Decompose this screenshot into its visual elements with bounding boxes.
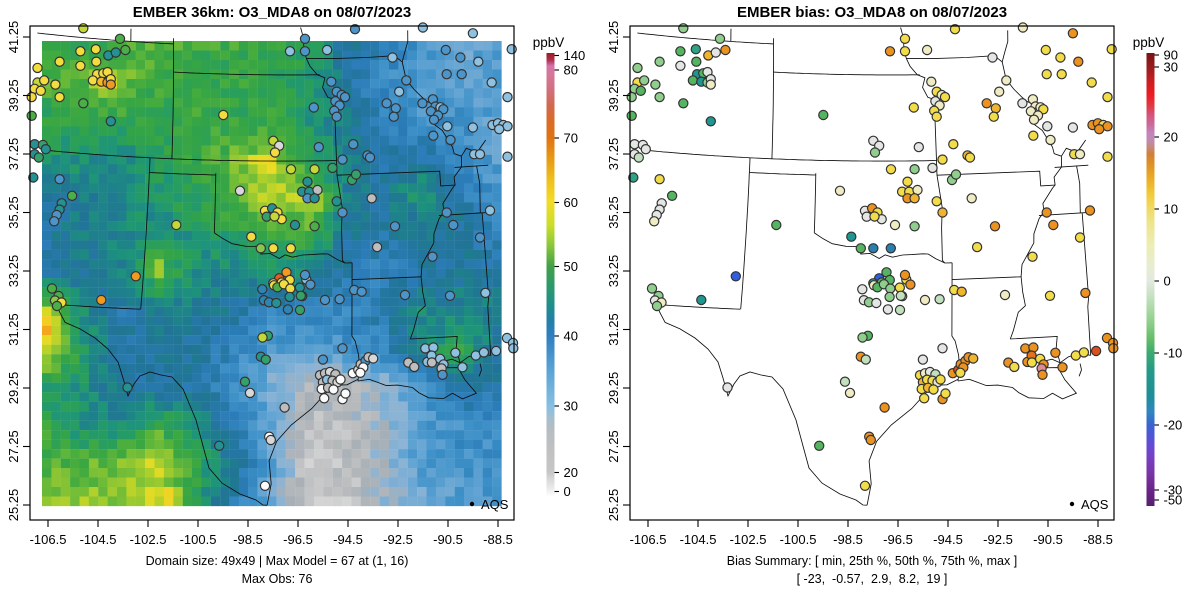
- svg-text:Max Obs: 76: Max Obs: 76: [242, 572, 313, 586]
- svg-text:-30: -30: [1164, 483, 1183, 498]
- svg-text:33.25: 33.25: [606, 255, 621, 288]
- svg-text:10: 10: [1164, 202, 1178, 217]
- svg-text:27.25: 27.25: [6, 430, 21, 463]
- svg-text:-96.5: -96.5: [283, 532, 313, 547]
- svg-text:60: 60: [564, 195, 578, 210]
- svg-text:Domain size: 49x49 | Max Model: Domain size: 49x49 | Max Model = 67 at (…: [146, 554, 409, 568]
- svg-text:-94.5: -94.5: [333, 532, 363, 547]
- svg-text:0: 0: [1164, 274, 1171, 289]
- svg-text:-20: -20: [1164, 418, 1183, 433]
- svg-text:35.25: 35.25: [606, 196, 621, 229]
- svg-text:-100.5: -100.5: [780, 532, 817, 547]
- svg-text:-96.5: -96.5: [883, 532, 913, 547]
- svg-text:EMBER bias: O3_MDA8 on 08/07/2: EMBER bias: O3_MDA8 on 08/07/2023: [737, 4, 1007, 21]
- svg-text:41.25: 41.25: [606, 21, 621, 54]
- svg-text:70: 70: [564, 131, 578, 146]
- svg-text:AQS: AQS: [1081, 497, 1109, 512]
- svg-text:-92.5: -92.5: [983, 532, 1013, 547]
- svg-text:-10: -10: [1164, 346, 1183, 361]
- svg-text:-104.5: -104.5: [680, 532, 717, 547]
- svg-text:41.25: 41.25: [6, 21, 21, 54]
- svg-text:140: 140: [564, 48, 586, 63]
- svg-text:EMBER 36km: O3_MDA8 on 08/07/2: EMBER 36km: O3_MDA8 on 08/07/2023: [133, 4, 411, 21]
- svg-text:-102.5: -102.5: [730, 532, 767, 547]
- svg-text:31.25: 31.25: [606, 313, 621, 346]
- svg-text:20: 20: [564, 465, 578, 480]
- svg-text:33.25: 33.25: [6, 255, 21, 288]
- svg-text:27.25: 27.25: [606, 430, 621, 463]
- svg-text:80: 80: [564, 63, 578, 78]
- svg-text:-50: -50: [1164, 493, 1183, 508]
- svg-text:39.25: 39.25: [606, 79, 621, 112]
- svg-text:-104.5: -104.5: [80, 532, 117, 547]
- svg-text:-88.5: -88.5: [483, 532, 513, 547]
- svg-text:30: 30: [1164, 60, 1178, 75]
- svg-text:-88.5: -88.5: [1083, 532, 1113, 547]
- svg-text:25.25: 25.25: [6, 489, 21, 522]
- svg-text:ppbV: ppbV: [1133, 35, 1165, 50]
- svg-text:31.25: 31.25: [6, 313, 21, 346]
- svg-text:[ -23, -0.57, 2.9, 8.2, 19: [ -23, -0.57, 2.9, 8.2, 19 ]: [797, 572, 948, 586]
- svg-text:37.25: 37.25: [6, 138, 21, 171]
- svg-text:90: 90: [1164, 48, 1178, 63]
- svg-text:20: 20: [1164, 130, 1178, 145]
- svg-text:-90.5: -90.5: [1033, 532, 1063, 547]
- svg-text:40: 40: [564, 329, 578, 344]
- svg-text:-100.5: -100.5: [180, 532, 217, 547]
- svg-text:30: 30: [564, 399, 578, 414]
- svg-text:-98.5: -98.5: [833, 532, 863, 547]
- svg-text:-106.5: -106.5: [630, 532, 667, 547]
- svg-text:50: 50: [564, 259, 578, 274]
- svg-text:29.25: 29.25: [6, 372, 21, 405]
- svg-text:25.25: 25.25: [606, 489, 621, 522]
- svg-text:Bias Summary: [ min, 25th %, 5: Bias Summary: [ min, 25th %, 50th %, 75t…: [727, 554, 1017, 568]
- svg-text:-92.5: -92.5: [383, 532, 413, 547]
- svg-text:-102.5: -102.5: [130, 532, 167, 547]
- svg-text:39.25: 39.25: [6, 79, 21, 112]
- svg-text:37.25: 37.25: [606, 138, 621, 171]
- svg-text:-98.5: -98.5: [233, 532, 263, 547]
- svg-text:AQS: AQS: [481, 497, 509, 512]
- svg-text:-90.5: -90.5: [433, 532, 463, 547]
- svg-text:29.25: 29.25: [606, 372, 621, 405]
- svg-text:35.25: 35.25: [6, 196, 21, 229]
- svg-text:0: 0: [564, 484, 571, 499]
- svg-text:ppbV: ppbV: [533, 35, 565, 50]
- svg-text:-106.5: -106.5: [30, 532, 67, 547]
- svg-text:-94.5: -94.5: [933, 532, 963, 547]
